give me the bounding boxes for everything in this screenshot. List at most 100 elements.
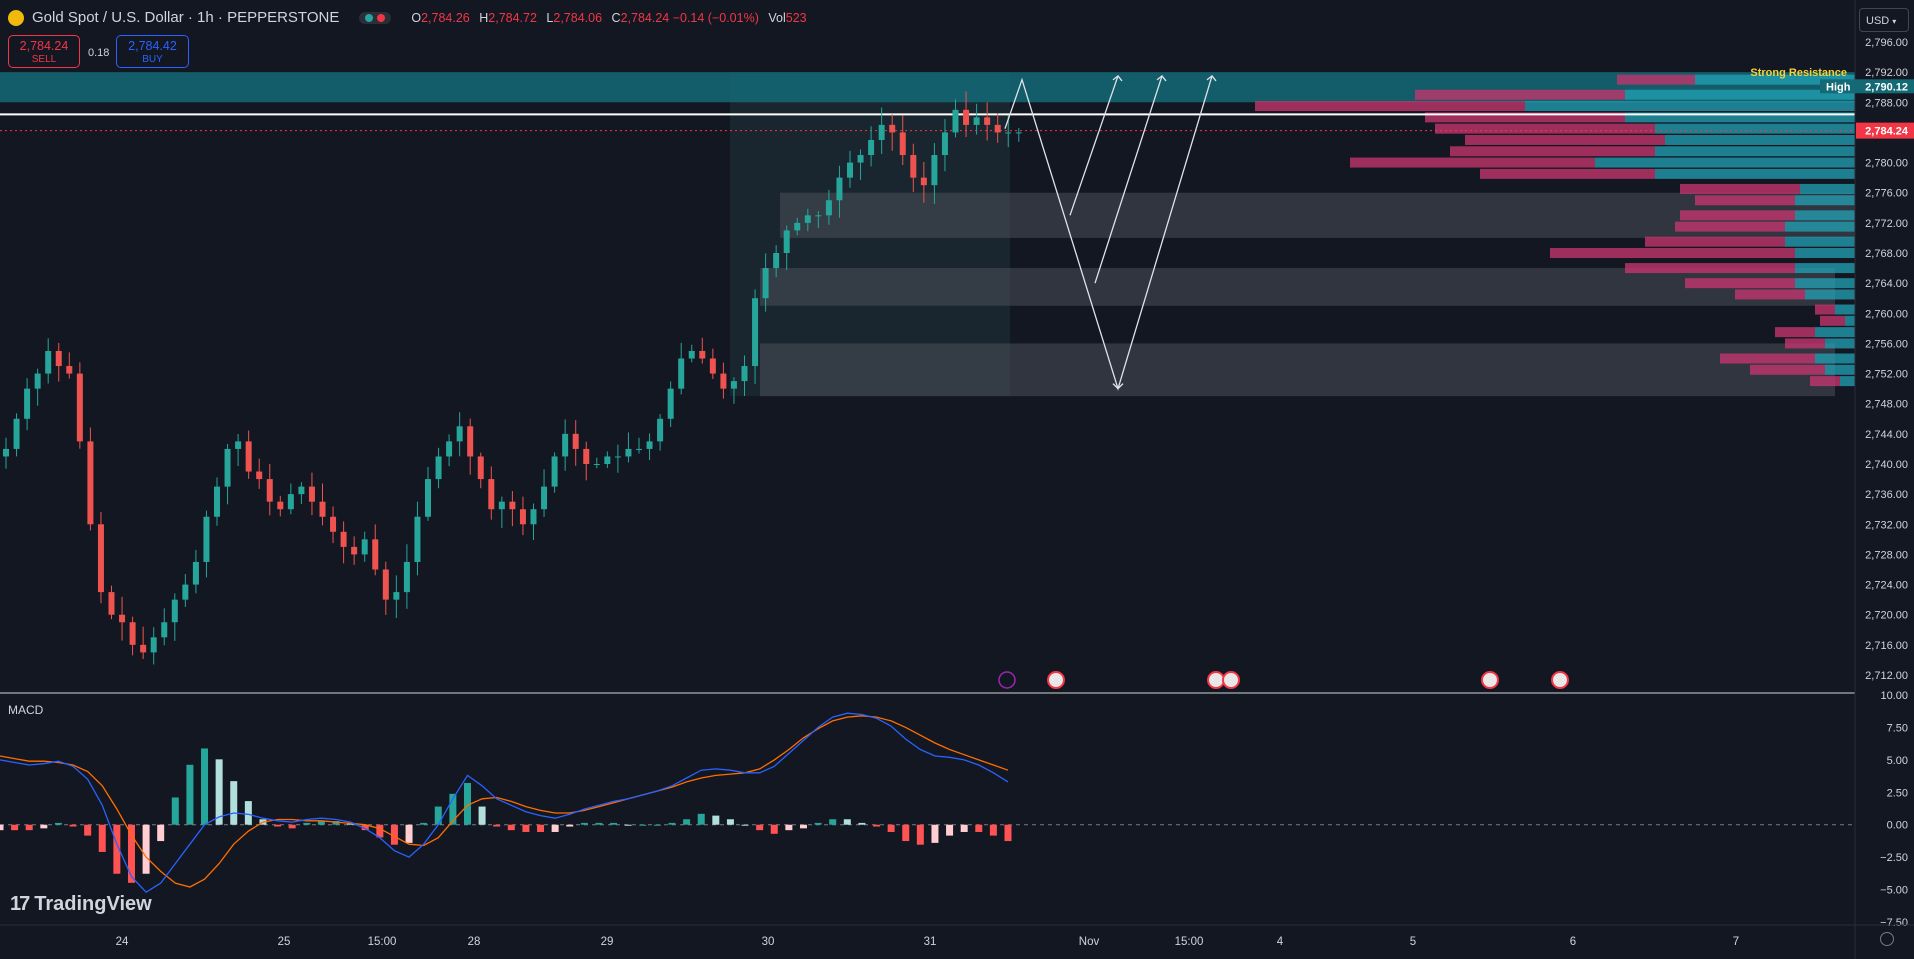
symbol-title[interactable]: Gold Spot / U.S. Dollar · 1h · PEPPERSTO…: [32, 9, 340, 26]
projection-leg[interactable]: [1094, 75, 1163, 284]
macd-histogram-bar: [946, 824, 954, 836]
candle: [393, 592, 400, 600]
candle: [488, 479, 495, 510]
candle: [847, 162, 853, 178]
time-tick-label: 4: [1277, 936, 1284, 948]
candle: [562, 433, 569, 457]
buy-button[interactable]: 2,784.42 BUY: [116, 35, 189, 68]
candle: [868, 139, 875, 156]
tradingview-logo[interactable]: 17 TradingView: [10, 893, 152, 915]
candle: [994, 124, 1001, 133]
support-zone[interactable]: [760, 343, 1835, 397]
candle: [804, 215, 811, 223]
price-tick-label: 2,788.00: [1865, 97, 1908, 109]
profile-bar-buy: [1595, 157, 1855, 168]
us-flag-event-icon[interactable]: [1222, 671, 1240, 689]
last-price-tag: [1856, 122, 1914, 139]
time-tick-label: Nov: [1079, 936, 1100, 948]
macd-tick-label: −2.50: [1880, 852, 1908, 864]
candle: [699, 350, 706, 359]
candle: [509, 501, 516, 510]
price-tick-label: 2,796.00: [1865, 37, 1908, 49]
macd-histogram-bar: [989, 824, 997, 836]
us-flag-event-icon[interactable]: [1481, 671, 1499, 689]
projection-path[interactable]: [1004, 75, 1213, 391]
candle: [119, 614, 126, 623]
macd-histogram-bar: [653, 824, 661, 826]
us-flag-event-icon[interactable]: [1047, 671, 1065, 689]
profile-bar-buy: [1655, 168, 1855, 179]
profile-bar-buy: [1655, 146, 1855, 157]
market-open-icon: [365, 13, 374, 22]
macd-histogram-bar: [931, 824, 939, 843]
profile-bar-sell: [1680, 183, 1800, 194]
profile-bar-buy: [1805, 289, 1855, 300]
market-status[interactable]: [359, 11, 392, 24]
flash-event-icon[interactable]: [998, 671, 1016, 689]
candle: [161, 622, 168, 638]
macd-tick-label: −5.00: [1880, 885, 1908, 897]
macd-histogram-bar: [522, 824, 530, 832]
arrow-head-icon: [1206, 74, 1217, 82]
profile-bar-sell: [1450, 146, 1655, 157]
price-tick-label: 2,740.00: [1865, 459, 1908, 471]
candle: [1015, 132, 1022, 134]
profile-bar-sell: [1255, 101, 1525, 112]
price-tick-label: 2,736.00: [1865, 489, 1908, 501]
candle: [973, 117, 980, 125]
ohlc-values: O2,784.26 H2,784.72 L2,784.06 C2,784.24 …: [411, 10, 807, 25]
candle: [636, 448, 642, 450]
currency-select[interactable]: USD ▾: [1859, 8, 1909, 32]
price-tick-label: 2,752.00: [1865, 369, 1908, 381]
macd-histogram-bar: [201, 748, 209, 825]
candle: [604, 456, 611, 464]
candle: [963, 109, 970, 125]
candle: [435, 456, 442, 480]
profile-bar-buy: [1665, 134, 1855, 145]
macd-histogram-bar: [142, 824, 150, 874]
macd-histogram-bar: [69, 824, 77, 827]
macd-histogram-bar: [434, 806, 442, 825]
macd-histogram-bar: [376, 824, 384, 838]
candle: [214, 486, 220, 517]
candle: [899, 132, 906, 156]
us-flag-event-icon[interactable]: [1207, 671, 1225, 689]
candle: [361, 539, 368, 555]
candle: [688, 350, 695, 359]
macd-tick-label: 7.50: [1887, 722, 1908, 734]
candle: [530, 509, 537, 525]
gear-icon[interactable]: [1880, 932, 1894, 946]
buy-price: 2,784.42: [128, 39, 177, 53]
macd-label[interactable]: MACD: [8, 703, 44, 717]
profile-bar-sell: [1820, 315, 1845, 326]
macd-histogram-bar: [770, 824, 778, 834]
macd-histogram-bar: [157, 824, 165, 842]
macd-histogram-bar: [975, 824, 983, 832]
profile-bar-sell: [1617, 74, 1695, 85]
candle: [783, 230, 790, 253]
projection-leg[interactable]: [1069, 75, 1119, 216]
price-tick-label: 2,724.00: [1865, 580, 1908, 592]
candle: [372, 539, 379, 570]
macd-tick-label: 5.00: [1887, 755, 1908, 767]
profile-bar-buy: [1785, 221, 1855, 232]
profile-bar-sell: [1735, 289, 1805, 300]
macd-histogram-bar: [551, 824, 559, 832]
macd-histogram-bar: [463, 782, 471, 825]
support-zone[interactable]: [760, 268, 1835, 306]
sell-button[interactable]: 2,784.24 SELL: [8, 35, 80, 68]
candle: [287, 494, 294, 510]
candle: [340, 531, 347, 547]
candle: [235, 441, 242, 449]
projection-drawing[interactable]: [1004, 74, 1217, 391]
profile-bar-sell: [1685, 278, 1795, 289]
us-flag-event-icon[interactable]: [1551, 671, 1569, 689]
profile-bar-buy: [1840, 376, 1855, 387]
price-tick-label: 2,716.00: [1865, 640, 1908, 652]
macd-histogram-bar: [25, 824, 33, 831]
candle: [55, 350, 62, 367]
profile-bar-sell: [1810, 376, 1840, 387]
macd-histogram-bar: [84, 824, 92, 836]
macd-histogram-bar: [843, 819, 851, 825]
